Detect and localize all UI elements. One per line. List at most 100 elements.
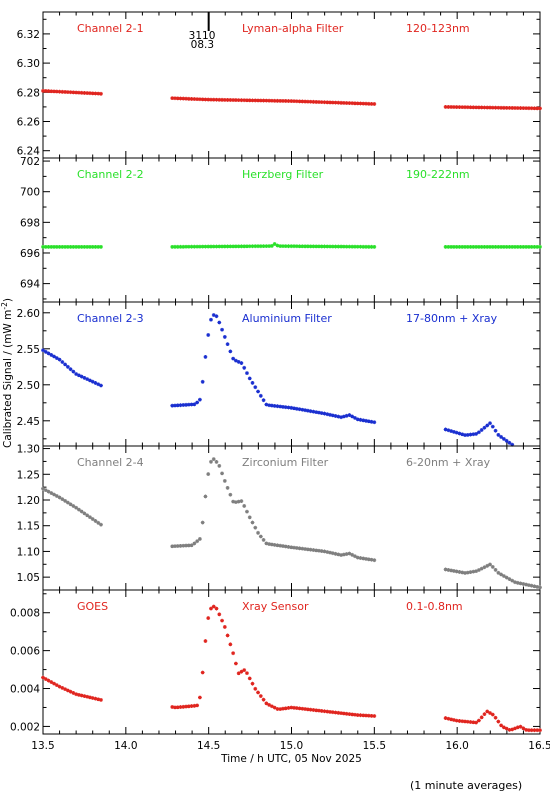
data-point-1 [524,106,529,111]
data-point-2 [361,244,366,249]
data-point-5 [222,625,227,629]
band-label-1: 120-123nm [406,22,470,35]
data-point-4 [496,570,501,575]
data-point-2 [203,244,208,249]
data-point-3 [272,403,277,408]
data-point-2 [538,244,542,249]
x-axis-label: Time / h UTC, 05 Nov 2025 [220,753,362,765]
y-tick-label: 700 [20,187,40,199]
y-tick-label: 1.10 [17,546,40,558]
data-point-3 [178,403,183,408]
data-point-1 [482,105,487,110]
data-point-1 [173,96,177,101]
data-point-4 [330,551,335,556]
data-point-3 [314,410,319,415]
data-point-5 [184,704,188,709]
data-point-5 [476,718,481,723]
data-point-3 [209,317,213,322]
data-point-4 [507,577,512,581]
data-point-1 [471,105,476,110]
data-point-1 [358,101,363,106]
data-point-5 [90,696,95,700]
data-point-3 [54,356,59,360]
data-point-2 [90,244,95,249]
data-point-2 [195,244,200,249]
data-point-5 [532,728,537,733]
data-point-1 [526,106,531,111]
data-point-5 [43,677,48,681]
data-point-5 [501,725,506,730]
data-point-5 [521,726,526,731]
data-point-4 [308,547,313,552]
data-point-4 [529,583,534,588]
data-point-2 [325,244,330,249]
data-point-3 [317,410,321,415]
data-point-3 [366,419,371,424]
data-point-4 [471,569,476,574]
y-tick-label: 6.24 [17,146,41,158]
y-tick-label: 0.002 [10,721,40,733]
data-point-4 [214,459,219,464]
data-point-1 [501,105,506,110]
y-tick-label: 1.25 [17,469,40,481]
data-point-3 [319,411,324,415]
data-point-1 [245,98,249,103]
data-point-5 [228,642,233,647]
data-point-1 [192,97,197,101]
data-point-5 [65,688,70,693]
data-point-2 [267,244,272,249]
y-tick-label: 6.30 [17,58,40,70]
x-tick-label: 15.5 [363,740,386,752]
data-point-2 [474,244,479,249]
data-point-2 [286,244,291,249]
data-point-3 [57,357,62,362]
data-point-4 [52,492,56,497]
data-point-4 [228,492,233,497]
data-point-5 [515,725,520,730]
data-point-3 [305,408,310,413]
data-point-1 [220,97,224,102]
data-point-1 [54,89,59,94]
data-point-1 [82,91,87,95]
data-point-4 [328,550,332,555]
data-point-5 [361,713,366,718]
data-point-5 [507,727,512,732]
data-point-2 [336,244,341,249]
data-point-5 [275,707,280,711]
data-point-1 [493,105,498,110]
data-point-4 [490,565,495,569]
data-point-4 [460,570,465,575]
data-point-2 [504,244,509,249]
data-point-1 [214,97,219,102]
data-point-4 [54,494,59,498]
data-point-1 [90,91,95,96]
data-point-4 [186,543,191,548]
data-point-2 [99,244,103,249]
data-point-4 [369,557,374,562]
data-point-5 [526,728,531,733]
data-point-1 [74,90,79,95]
data-point-4 [479,566,484,571]
data-point-3 [333,414,338,418]
data-point-1 [353,101,357,106]
data-point-1 [211,97,216,102]
data-point-3 [264,402,269,407]
data-point-5 [482,712,487,717]
data-point-2 [485,244,490,249]
data-point-1 [372,102,377,106]
data-point-4 [184,543,188,548]
data-point-5 [341,711,346,716]
data-point-3 [200,379,205,384]
data-point-4 [353,554,357,559]
data-point-5 [41,675,45,680]
x-tick-label: 16.0 [445,740,468,752]
data-point-4 [49,491,54,495]
data-point-2 [57,244,62,249]
data-point-5 [245,671,249,676]
data-point-3 [341,414,346,419]
data-point-5 [236,671,241,676]
data-point-1 [328,100,332,105]
data-point-2 [82,244,87,249]
data-point-2 [231,244,236,249]
data-point-4 [189,543,194,548]
